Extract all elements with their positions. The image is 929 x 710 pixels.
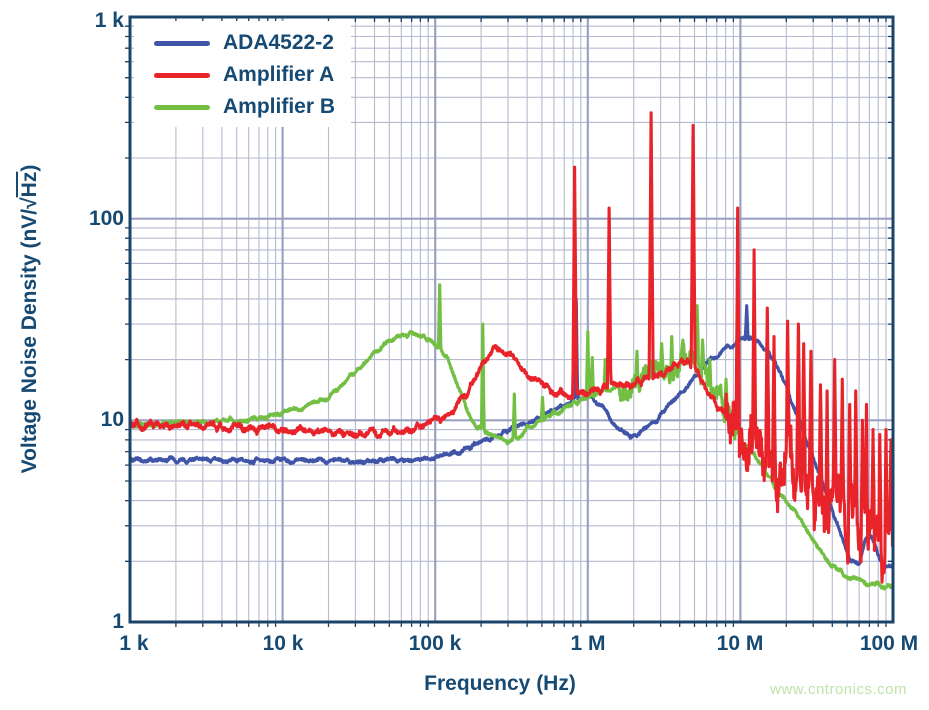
x-tick-label: 100 M: [859, 632, 919, 655]
legend-item-amplifier-a: Amplifier A: [154, 63, 335, 87]
watermark: www.cntronics.com: [770, 681, 907, 698]
x-tick-label: 10 k: [262, 632, 304, 655]
y-tick-label: 10: [100, 408, 124, 431]
legend-label: ADA4522-2: [223, 31, 334, 54]
legend: ADA4522-2 Amplifier A Amplifier B: [134, 21, 352, 127]
y-axis-title-suffix: ): [18, 164, 41, 172]
y-tick-label: 100: [88, 207, 124, 230]
legend-swatch-ada4522-2: [154, 40, 210, 46]
sqrt-radicand: Hz: [18, 171, 41, 198]
x-tick-label: 10 M: [716, 632, 764, 655]
x-tick-label: 1 M: [570, 632, 606, 655]
grid-minor-lines: [130, 17, 893, 622]
legend-label: Amplifier B: [223, 95, 336, 118]
legend-swatch-amplifier-b: [154, 104, 210, 110]
grid-major-path: [130, 17, 893, 622]
sqrt-radical: √: [18, 197, 41, 209]
x-tick-label: 1 k: [119, 632, 149, 655]
data-curves: [130, 111, 893, 591]
y-axis-title-prefix: Voltage Noise Density (nV/: [18, 208, 41, 474]
y-tick-label: 1: [112, 610, 124, 633]
grid-major-lines: [130, 17, 893, 622]
legend-item-ada4522-2: ADA4522-2: [154, 31, 335, 55]
plot-frame: [128, 15, 895, 624]
legend-swatch-amplifier-a: [154, 72, 210, 78]
series-curve-amplifier-a: [130, 111, 893, 584]
y-tick-label: 1 k: [94, 9, 124, 32]
x-tick-label: 100 k: [408, 632, 462, 655]
series-curve-amplifier-b: [130, 283, 893, 591]
x-axis-title: Frequency (Hz): [424, 672, 576, 695]
legend-item-amplifier-b: Amplifier B: [154, 95, 335, 119]
y-axis-title: Voltage Noise Density (nV/√Hz): [18, 69, 42, 569]
legend-label: Amplifier A: [223, 63, 335, 86]
grid-minor-path: [130, 17, 893, 622]
